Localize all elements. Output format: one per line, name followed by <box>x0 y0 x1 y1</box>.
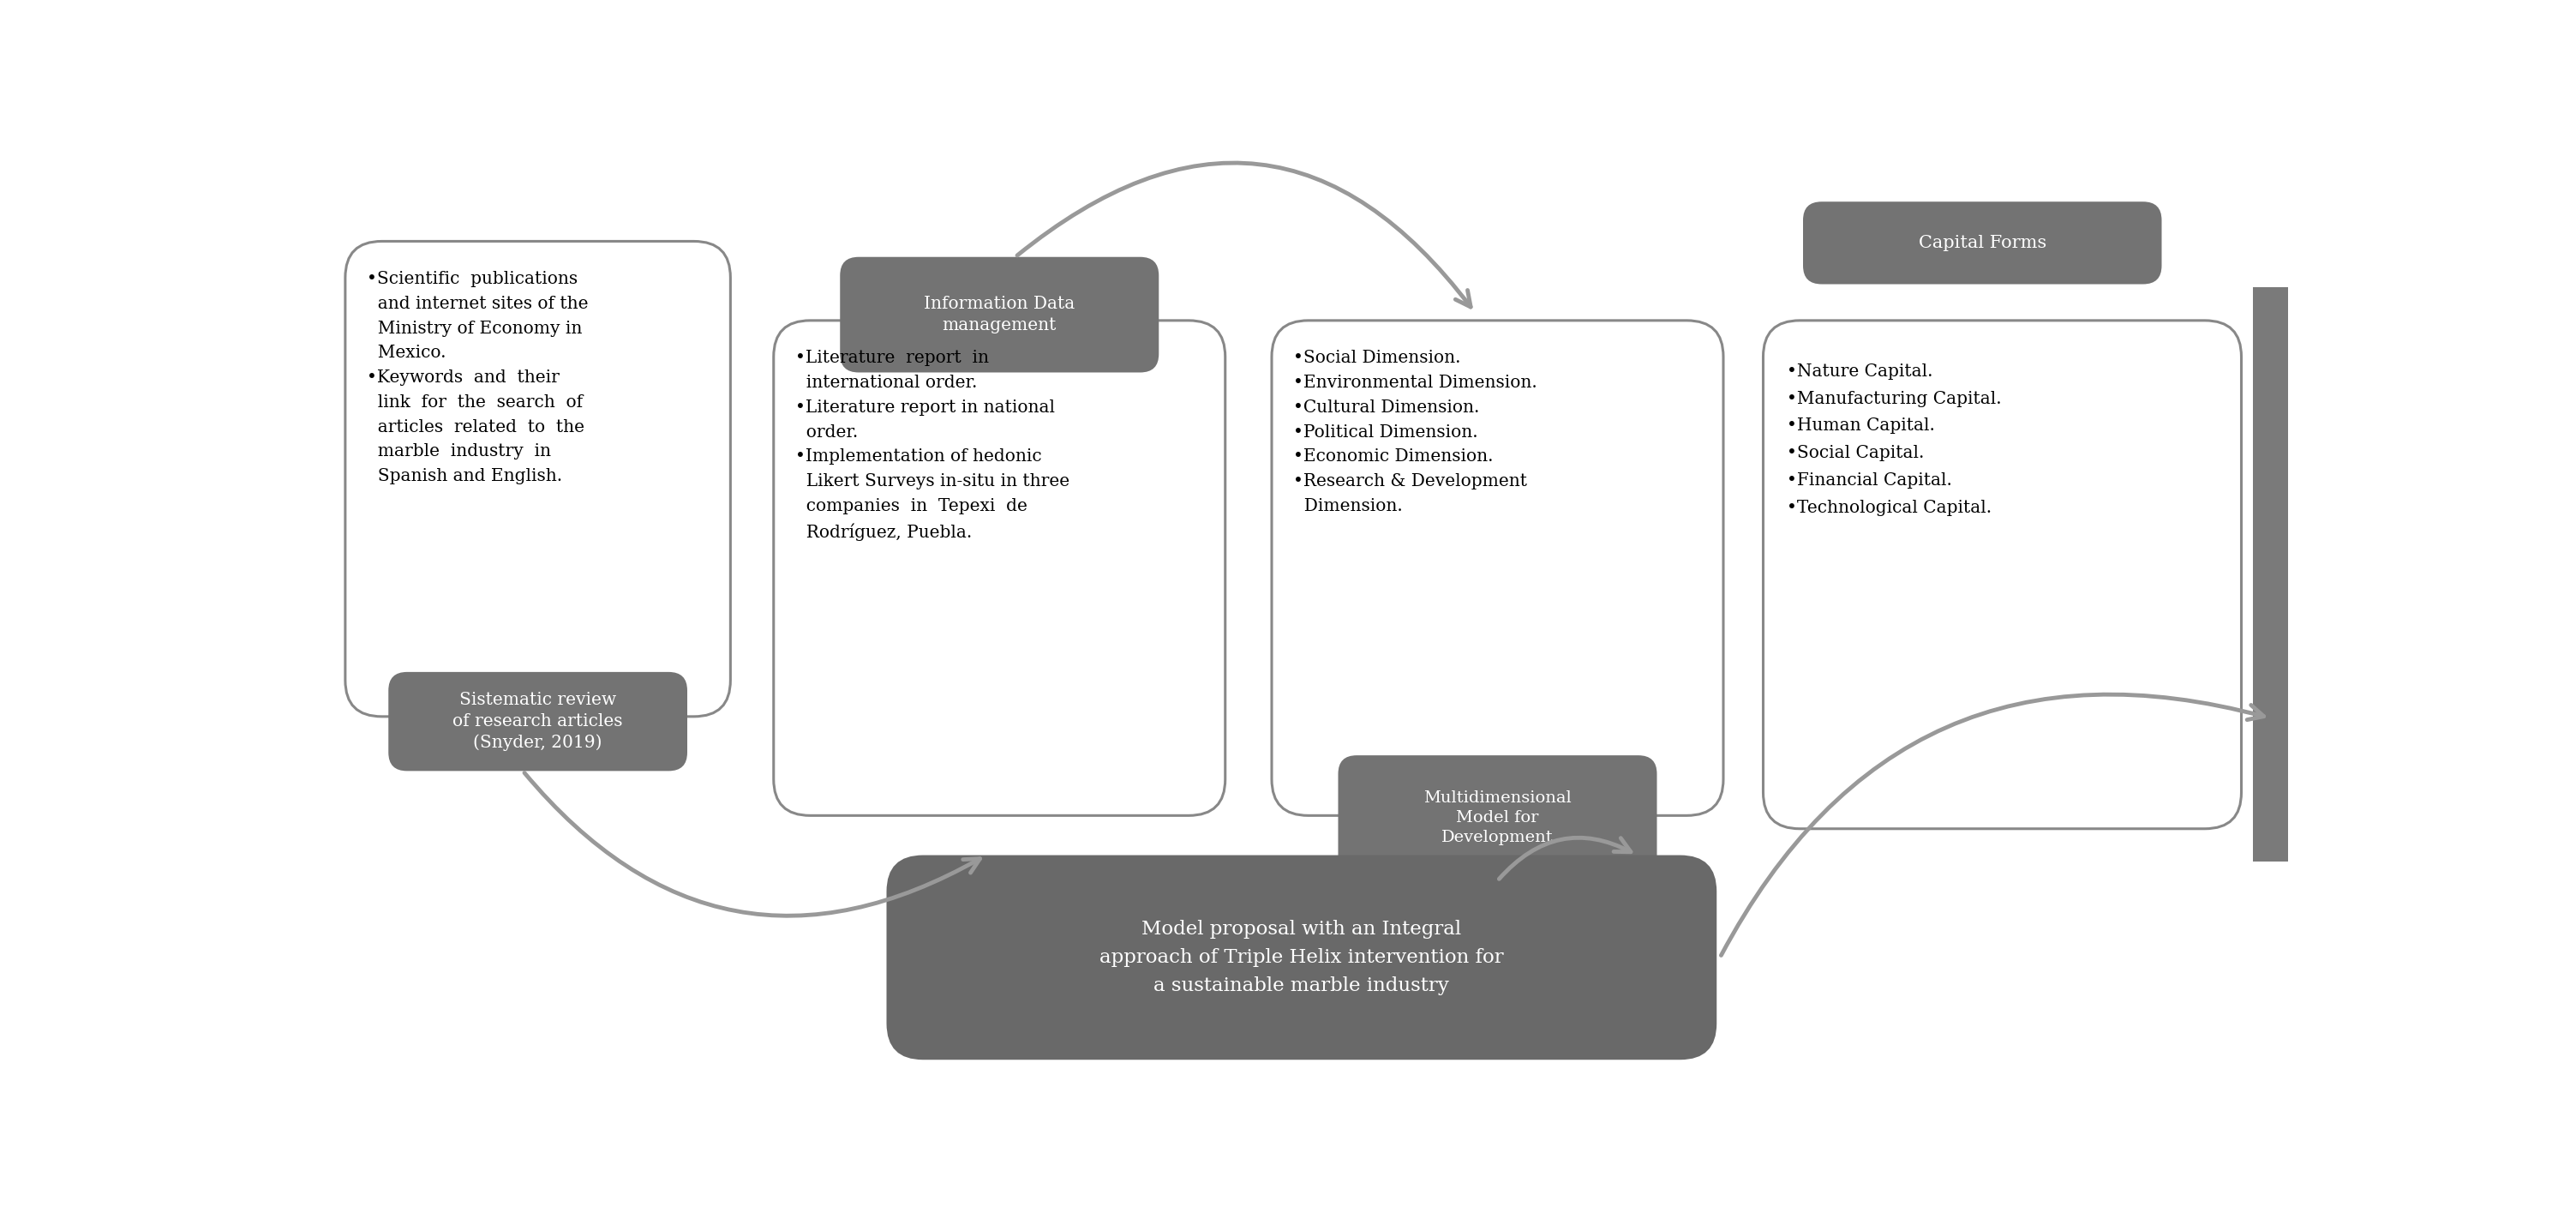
FancyBboxPatch shape <box>345 241 732 717</box>
FancyBboxPatch shape <box>1762 320 2241 828</box>
FancyBboxPatch shape <box>840 257 1159 372</box>
Text: Multidimensional
Model for
Development: Multidimensional Model for Development <box>1425 791 1571 845</box>
FancyBboxPatch shape <box>773 320 1226 815</box>
Text: Capital Forms: Capital Forms <box>1919 235 2045 251</box>
Text: Sistematic review
of research articles
(Snyder, 2019): Sistematic review of research articles (… <box>453 693 623 751</box>
Text: •Literature  report  in
  international order.
•Literature report in national
  : •Literature report in international orde… <box>796 351 1069 541</box>
Text: Model proposal with an Integral
approach of Triple Helix intervention for
a sust: Model proposal with an Integral approach… <box>1100 919 1504 995</box>
Bar <box>2254 287 2287 861</box>
FancyBboxPatch shape <box>886 855 1716 1060</box>
FancyBboxPatch shape <box>1337 756 1656 881</box>
FancyBboxPatch shape <box>1803 201 2161 284</box>
Text: •Social Dimension.
•Environmental Dimension.
•Cultural Dimension.
•Political Dim: •Social Dimension. •Environmental Dimens… <box>1293 351 1538 514</box>
FancyBboxPatch shape <box>389 672 688 771</box>
Text: Information Data
management: Information Data management <box>925 296 1074 334</box>
Text: •Nature Capital.
•Manufacturing Capital.
•Human Capital.
•Social Capital.
•Finan: •Nature Capital. •Manufacturing Capital.… <box>1785 364 2002 516</box>
FancyBboxPatch shape <box>1273 320 1723 815</box>
Text: •Scientific  publications
  and internet sites of the
  Ministry of Economy in
 : •Scientific publications and internet si… <box>366 270 587 484</box>
